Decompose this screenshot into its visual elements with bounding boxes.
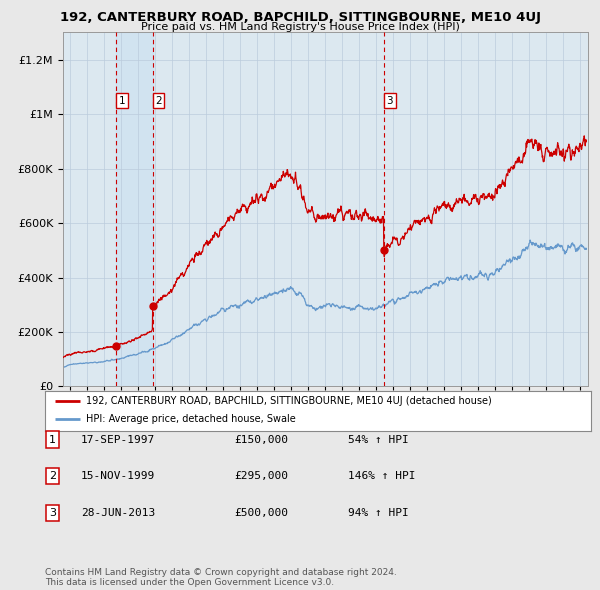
Text: 192, CANTERBURY ROAD, BAPCHILD, SITTINGBOURNE, ME10 4UJ: 192, CANTERBURY ROAD, BAPCHILD, SITTINGB… (59, 11, 541, 24)
Bar (116, 32, 153, 386)
Text: 94% ↑ HPI: 94% ↑ HPI (348, 508, 409, 517)
Text: 2: 2 (155, 96, 162, 106)
Text: This data is licensed under the Open Government Licence v3.0.: This data is licensed under the Open Gov… (45, 578, 334, 587)
Text: Contains HM Land Registry data © Crown copyright and database right 2024.: Contains HM Land Registry data © Crown c… (45, 568, 397, 576)
Text: 146% ↑ HPI: 146% ↑ HPI (348, 471, 415, 481)
Text: 54% ↑ HPI: 54% ↑ HPI (348, 435, 409, 444)
Text: 192, CANTERBURY ROAD, BAPCHILD, SITTINGBOURNE, ME10 4UJ (detached house): 192, CANTERBURY ROAD, BAPCHILD, SITTINGB… (86, 396, 492, 405)
Text: £295,000: £295,000 (234, 471, 288, 481)
Text: 3: 3 (49, 508, 56, 517)
Text: HPI: Average price, detached house, Swale: HPI: Average price, detached house, Swal… (86, 414, 296, 424)
Text: Price paid vs. HM Land Registry's House Price Index (HPI): Price paid vs. HM Land Registry's House … (140, 22, 460, 32)
Text: 1: 1 (49, 435, 56, 444)
Text: 15-NOV-1999: 15-NOV-1999 (81, 471, 155, 481)
Text: 17-SEP-1997: 17-SEP-1997 (81, 435, 155, 444)
Text: £150,000: £150,000 (234, 435, 288, 444)
Text: £500,000: £500,000 (234, 508, 288, 517)
Text: 2: 2 (49, 471, 56, 481)
Text: 1: 1 (119, 96, 125, 106)
Text: 28-JUN-2013: 28-JUN-2013 (81, 508, 155, 517)
Text: 3: 3 (386, 96, 393, 106)
